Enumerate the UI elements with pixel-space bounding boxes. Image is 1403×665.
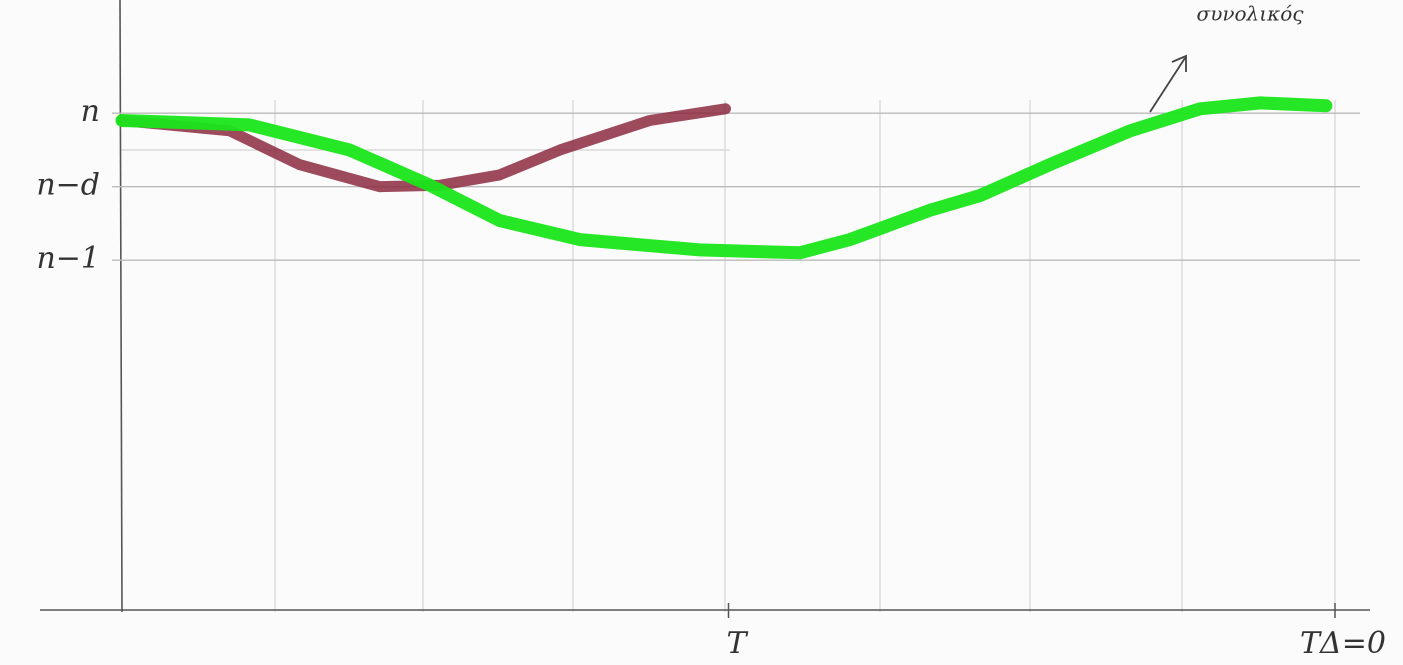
- x-tick-label: TΔ=0: [1300, 626, 1386, 661]
- y-tick-label: n−d: [36, 168, 100, 203]
- graph-paper: [120, 100, 1336, 612]
- annotation-arrow: [1149, 54, 1187, 113]
- y-tick-label: n−1: [36, 241, 100, 276]
- y-axis: [119, 0, 123, 613]
- annotation: συνολικός: [1197, 2, 1305, 26]
- series-line: [115, 96, 1333, 260]
- y-tick-label: n: [81, 94, 100, 129]
- x-tick-label: T: [726, 626, 748, 661]
